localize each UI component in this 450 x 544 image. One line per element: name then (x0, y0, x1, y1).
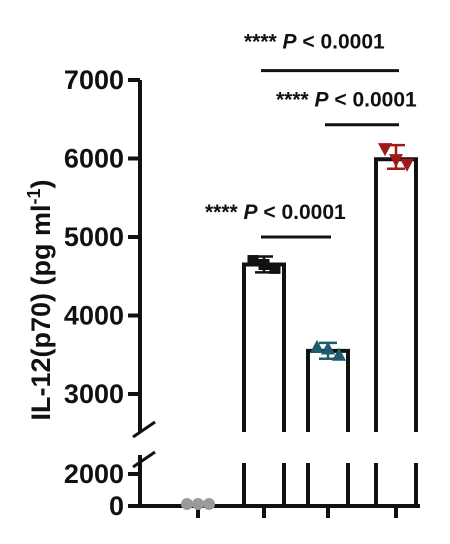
y-axis-label: IL-12(p70) (pg ml-1) (24, 179, 56, 420)
data-point-0-2 (203, 498, 215, 510)
data-point-1-1 (259, 259, 270, 270)
y-tick-label-0: 0 (109, 491, 124, 521)
bar-3 (376, 145, 416, 506)
axis-break-mark-upper (133, 422, 155, 437)
data-points (181, 143, 414, 510)
significance-annotations: **** P < 0.0001 **** P < 0.0001 **** P < 0… (205, 31, 417, 237)
data-point-0-1 (192, 498, 204, 510)
significance-label-1: **** P < 0.0001 (276, 89, 417, 112)
bar-1 (244, 257, 284, 506)
significance-label-2: **** P < 0.0001 (244, 31, 385, 54)
significance-label-0: **** P < 0.0001 (205, 201, 346, 224)
bar-2 (308, 343, 348, 506)
y-tick-label-6000: 6000 (64, 144, 124, 174)
bars (244, 145, 416, 506)
axis-break-mark-lower (133, 452, 155, 467)
data-point-0-0 (181, 498, 193, 510)
y-tick-label-5000: 5000 (64, 222, 124, 252)
y-tick-label-4000: 4000 (64, 301, 124, 331)
y-tick-label-2000: 2000 (64, 459, 124, 489)
y-tick-label-3000: 3000 (64, 379, 124, 409)
data-point-1-2 (270, 263, 281, 274)
y-tick-label-7000: 7000 (64, 65, 124, 95)
data-point-1-0 (248, 255, 259, 266)
